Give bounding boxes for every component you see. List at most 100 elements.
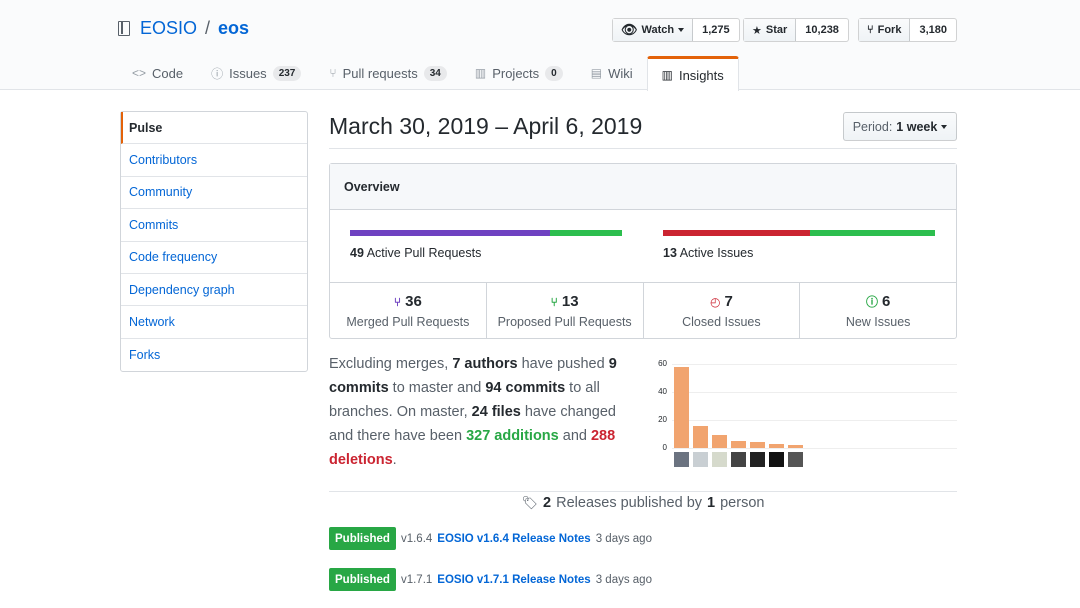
star-count-link[interactable]: 10,238 — [805, 24, 839, 36]
stat-new-issues[interactable]: ⓘ 6 New Issues — [800, 283, 956, 339]
contributor-bar[interactable] — [731, 441, 746, 448]
avatar[interactable] — [788, 452, 803, 467]
stat-label: Closed Issues — [682, 315, 761, 329]
page-title: March 30, 2019 – April 6, 2019 — [329, 113, 643, 139]
fork-group: ⑂ Fork 3,180 — [858, 18, 957, 42]
sidebar-item-code-frequency[interactable]: Code frequency — [121, 242, 307, 274]
sidebar-item-forks[interactable]: Forks — [129, 347, 161, 362]
repo-name-link[interactable]: eos — [218, 18, 250, 38]
summary-master-commits: 9 commits — [329, 356, 617, 396]
stat-closed-issues[interactable]: ◴ 7 Closed Issues — [644, 283, 801, 339]
summary-files: 24 files — [471, 404, 521, 420]
avatar[interactable] — [712, 452, 727, 467]
summary-deletions: 288 deletions — [329, 428, 616, 468]
tab-label: Code — [152, 65, 184, 81]
tab-label: Wiki — [608, 65, 633, 81]
sidebar-item-commits[interactable]: Commits — [121, 209, 307, 242]
chevron-down-icon — [941, 124, 948, 129]
avatar[interactable] — [693, 452, 708, 467]
tab-counter: 0 — [545, 65, 563, 81]
book-icon: ▤ — [590, 66, 603, 80]
tab-code[interactable]: <> Code — [118, 56, 197, 90]
period-value: 1 week — [896, 119, 938, 134]
issue-icon: ⓘ — [211, 66, 224, 81]
avatar[interactable] — [750, 452, 765, 467]
summary-additions: 327 additions — [466, 428, 559, 444]
summary-all-commits: 94 commits — [485, 380, 566, 396]
tab-pull-requests[interactable]: ⑂ Pull requests 34 — [315, 56, 460, 90]
issue-ratio-bar[interactable] — [663, 230, 935, 236]
contributor-bar[interactable] — [712, 435, 727, 448]
open-segment — [549, 230, 622, 236]
y-tick-label: 0 — [662, 443, 667, 452]
release-row: Published v1.6.4 EOSIO v1.6.4 Release No… — [329, 527, 652, 550]
fork-icon: ⑂ — [867, 24, 874, 36]
tab-projects[interactable]: ▥ Projects 0 — [461, 56, 577, 90]
overview-stats: ⑂ 36 Merged Pull Requests ⑂ 13 Proposed Pu… — [330, 282, 956, 339]
issue-opened-icon: ⓘ — [865, 295, 878, 309]
watch-count-link[interactable]: 1,275 — [702, 24, 730, 36]
release-people: 1 — [707, 495, 716, 511]
period-select[interactable]: Period: 1 week — [843, 112, 957, 141]
tab-wiki[interactable]: ▤ Wiki — [577, 56, 647, 90]
release-link[interactable]: EOSIO v1.7.1 Release Notes — [437, 573, 591, 586]
contributor-bar[interactable] — [674, 366, 689, 448]
tab-label: Issues — [229, 65, 267, 81]
contributor-bar[interactable] — [769, 443, 784, 448]
tab-label: Projects — [492, 65, 540, 81]
stat-merged-prs[interactable]: ⑂ 36 Merged Pull Requests — [330, 283, 487, 339]
star-group: ★ Star 10,238 — [743, 18, 849, 42]
fork-button[interactable]: ⑂ Fork — [859, 19, 911, 41]
y-tick-label: 20 — [658, 415, 667, 424]
overview-panel: Overview 49 Active Pull Requests 13 Acti… — [329, 163, 957, 339]
watch-button[interactable]: 👁 Watch — [613, 19, 694, 41]
code-icon: <> — [132, 66, 147, 80]
sidebar-item-contributors[interactable]: Contributors — [121, 144, 307, 177]
avatar[interactable] — [769, 452, 784, 467]
star-button[interactable]: ★ Star — [744, 19, 797, 41]
issue-closed-icon: ◴ — [709, 294, 721, 309]
contributor-bar[interactable] — [750, 442, 765, 448]
sidebar-item-pulse[interactable]: Pulse — [121, 112, 307, 145]
sidebar-item-community[interactable]: Community — [121, 177, 307, 210]
active-issue-count: 13 — [663, 246, 677, 260]
summary-text: and — [558, 428, 591, 444]
chart-gridline — [672, 448, 957, 449]
active-pr-count: 49 — [350, 246, 364, 260]
stat-proposed-prs[interactable]: ⑂ 13 Proposed Pull Requests — [487, 283, 644, 339]
eye-icon: 👁 — [621, 22, 638, 37]
tab-label: Pull requests — [342, 65, 418, 81]
pr-ratio-bar[interactable] — [350, 230, 622, 236]
summary-text: to all branches. On master, — [329, 380, 600, 420]
sidebar-item-network[interactable]: Network — [121, 306, 307, 339]
tab-insights[interactable]: ▥ Insights — [646, 56, 739, 91]
repo-owner-link[interactable]: EOSIO — [140, 18, 198, 38]
active-pr-label[interactable]: 49 Active Pull Requests — [350, 246, 481, 260]
insights-sidebar: Pulse Contributors Community Commits Cod… — [120, 111, 308, 373]
repo-separator: / — [205, 18, 211, 38]
summary-text: to master and — [388, 380, 486, 396]
tab-issues[interactable]: ⓘ Issues 237 — [197, 56, 315, 90]
fork-count-link[interactable]: 3,180 — [919, 24, 947, 36]
sidebar-item-dependency-graph[interactable]: Dependency graph — [121, 274, 307, 307]
release-tag: v1.6.4 — [400, 532, 433, 545]
chart-gridline — [672, 364, 957, 365]
new-segment — [809, 230, 935, 236]
divider — [329, 148, 957, 149]
avatar[interactable] — [731, 452, 746, 467]
overview-heading: Overview — [330, 164, 956, 210]
summary-authors: 7 authors — [452, 356, 518, 372]
tab-counter: 34 — [423, 65, 447, 81]
merged-segment — [350, 230, 550, 236]
active-issues-label[interactable]: 13 Active Issues — [663, 246, 753, 260]
stat-number: 13 — [561, 293, 579, 310]
stat-label: Proposed Pull Requests — [497, 315, 632, 329]
contributor-bar[interactable] — [693, 425, 708, 448]
star-icon: ★ — [752, 24, 762, 37]
avatar[interactable] — [674, 452, 689, 467]
summary-text: have changed and there have been — [329, 404, 616, 444]
release-link[interactable]: EOSIO v1.6.4 Release Notes — [437, 532, 591, 545]
tab-label: Insights — [678, 67, 724, 83]
release-row: Published v1.7.1 EOSIO v1.7.1 Release No… — [329, 568, 652, 591]
contributor-bar[interactable] — [788, 445, 803, 448]
